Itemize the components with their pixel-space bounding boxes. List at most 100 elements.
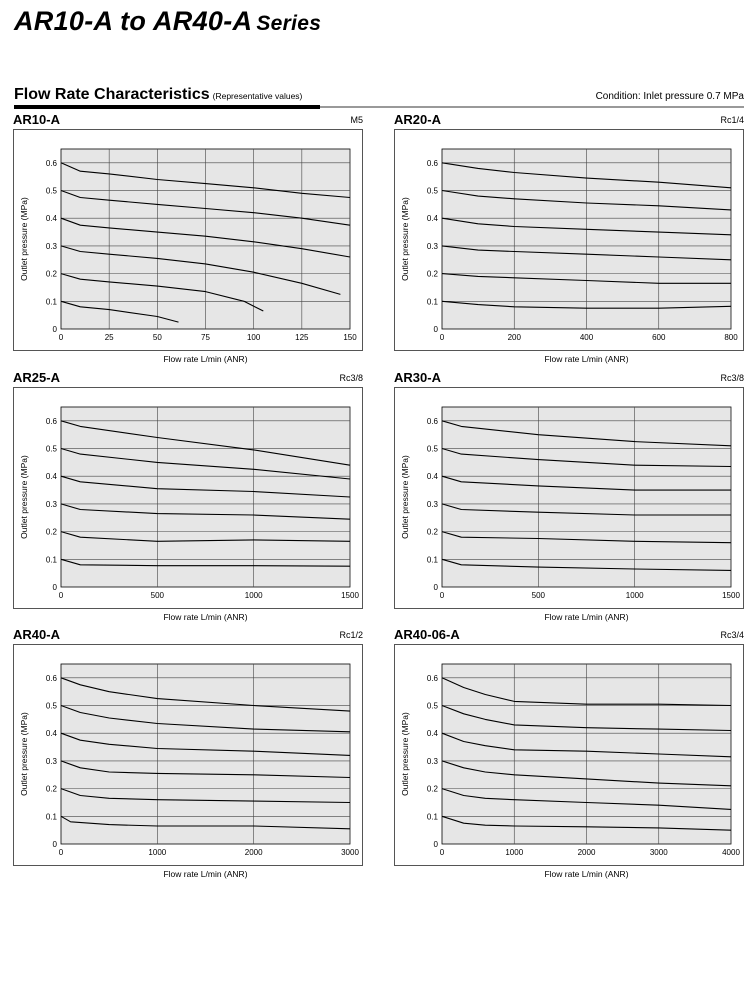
x-tick-label: 125 — [295, 333, 309, 342]
x-tick-label: 1000 — [626, 591, 644, 600]
y-tick-label: 0.2 — [427, 785, 439, 794]
y-tick-label: 0.1 — [427, 812, 439, 821]
y-axis-label: Outlet pressure (MPa) — [400, 455, 410, 539]
x-tick-label: 50 — [153, 333, 162, 342]
y-tick-label: 0.3 — [46, 242, 58, 251]
chart-svg: 0 500 1000 1500 0 0.1 0.2 0.3 0.4 0.5 0.6 Flow rate… — [19, 406, 359, 622]
series-line — [60, 558, 351, 567]
x-tick-label: 3000 — [650, 848, 668, 857]
x-tick-label: 1500 — [722, 591, 740, 600]
series-line — [441, 273, 731, 284]
y-tick-label: 0 — [53, 840, 58, 849]
series-line — [60, 788, 351, 804]
series-line — [60, 300, 179, 323]
x-tick-label: 1000 — [505, 848, 523, 857]
y-axis-label: Outlet pressure (MPa) — [19, 455, 29, 539]
y-tick-label: 0.4 — [46, 214, 58, 223]
section-rule-thin — [320, 106, 744, 108]
x-tick-label: 200 — [508, 333, 522, 342]
y-tick-label: 0.6 — [427, 159, 439, 168]
y-tick-label: 0.4 — [46, 729, 58, 738]
chart-panel-ar40: AR40-A Rc1/2 0 1000 2000 3000 0 0.1 0.2 0.3 0.4 0… — [13, 627, 363, 879]
x-axis-label: Flow rate L/min (ANR) — [544, 354, 628, 364]
y-tick-label: 0.2 — [46, 270, 58, 279]
x-axis-label: Flow rate L/min (ANR) — [163, 869, 247, 879]
y-tick-label: 0 — [53, 583, 58, 592]
y-tick-label: 0.5 — [46, 702, 58, 711]
y-tick-label: 0.5 — [427, 445, 439, 454]
chart-port-label: Rc1/2 — [339, 630, 363, 640]
y-tick-label: 0.1 — [46, 297, 58, 306]
y-tick-label: 0.5 — [46, 445, 58, 454]
y-tick-label: 0.3 — [427, 757, 439, 766]
x-tick-label: 400 — [580, 333, 594, 342]
x-tick-label: 600 — [652, 333, 666, 342]
series-line — [441, 162, 732, 189]
x-axis-label: Flow rate L/min (ANR) — [163, 612, 247, 622]
y-axis-label: Outlet pressure (MPa) — [19, 197, 29, 281]
x-tick-label: 800 — [724, 333, 738, 342]
y-tick-label: 0.2 — [427, 270, 439, 279]
series-line — [441, 704, 732, 732]
y-axis-label: Outlet pressure (MPa) — [400, 197, 410, 281]
chart-model-label: AR30-A — [394, 370, 441, 385]
y-axis-label: Outlet pressure (MPa) — [19, 712, 29, 796]
chart-model-label: AR10-A — [13, 112, 60, 127]
series-line — [441, 503, 731, 516]
series-line — [441, 217, 732, 236]
x-tick-label: 100 — [247, 333, 261, 342]
chart-port-label: Rc3/4 — [720, 630, 744, 640]
y-tick-label: 0.5 — [427, 187, 439, 196]
chart-port-label: Rc1/4 — [720, 115, 744, 125]
series-line — [441, 815, 732, 831]
section-heading: Flow Rate Characteristics (Representative… — [14, 86, 302, 104]
chart-model-label: AR25-A — [13, 370, 60, 385]
y-tick-label: 0.3 — [427, 500, 439, 509]
y-tick-label: 0 — [434, 325, 439, 334]
series-line — [60, 475, 351, 498]
series-line — [441, 677, 732, 707]
chart-port-label: Rc3/8 — [339, 373, 363, 383]
chart-port-label: Rc3/8 — [720, 373, 744, 383]
y-tick-label: 0.3 — [46, 500, 58, 509]
chart-model-label: AR20-A — [394, 112, 441, 127]
chart-model-label: AR40-06-A — [394, 627, 460, 642]
y-tick-label: 0.1 — [46, 812, 58, 821]
y-tick-label: 0.5 — [46, 187, 58, 196]
y-tick-label: 0 — [434, 840, 439, 849]
series-line — [441, 245, 732, 261]
chart-port-label: M5 — [350, 115, 363, 125]
title-suffix: Series — [256, 12, 322, 35]
x-tick-label: 500 — [151, 591, 165, 600]
series-line — [60, 732, 351, 756]
y-tick-label: 0.6 — [46, 417, 58, 426]
x-tick-label: 0 — [59, 333, 64, 342]
series-line — [60, 162, 351, 199]
chart-panel-ar20: AR20-A Rc1/4 0 200 400 600 800 0 0.1 0.2 0.3 0.4 0… — [394, 112, 744, 364]
chart-panel-ar25: AR25-A Rc3/8 0 500 1000 1500 0 0.1 0.2 0.3 0.4 0.… — [13, 370, 363, 622]
y-tick-label: 0.6 — [46, 159, 58, 168]
y-tick-label: 0.2 — [46, 528, 58, 537]
x-axis-label: Flow rate L/min (ANR) — [544, 869, 628, 879]
series-line — [441, 189, 732, 211]
x-tick-label: 0 — [440, 333, 445, 342]
x-axis-label: Flow rate L/min (ANR) — [163, 354, 247, 364]
x-tick-label: 500 — [532, 591, 546, 600]
x-tick-label: 0 — [440, 591, 445, 600]
y-tick-label: 0.1 — [427, 555, 439, 564]
y-tick-label: 0.1 — [427, 297, 439, 306]
series-line — [60, 677, 351, 712]
series-line — [441, 531, 732, 544]
series-line — [441, 300, 732, 309]
series-line — [441, 788, 732, 810]
chart-svg: 0 25 50 75 100 125 150 0 0.1 0.2 0.3 0.4 0.5 0.6 Flow … — [19, 148, 357, 364]
y-tick-label: 0.6 — [46, 674, 58, 683]
y-tick-label: 0.1 — [46, 555, 58, 564]
x-tick-label: 150 — [343, 333, 357, 342]
section-rule-thick — [14, 105, 320, 109]
y-tick-label: 0.2 — [427, 528, 439, 537]
x-tick-label: 0 — [440, 848, 445, 857]
x-tick-label: 1000 — [148, 848, 166, 857]
y-tick-label: 0.4 — [427, 214, 439, 223]
chart-panel-ar40-06: AR40-06-A Rc3/4 0 1000 2000 3000 4000 0 0.1 0.2… — [394, 627, 744, 879]
